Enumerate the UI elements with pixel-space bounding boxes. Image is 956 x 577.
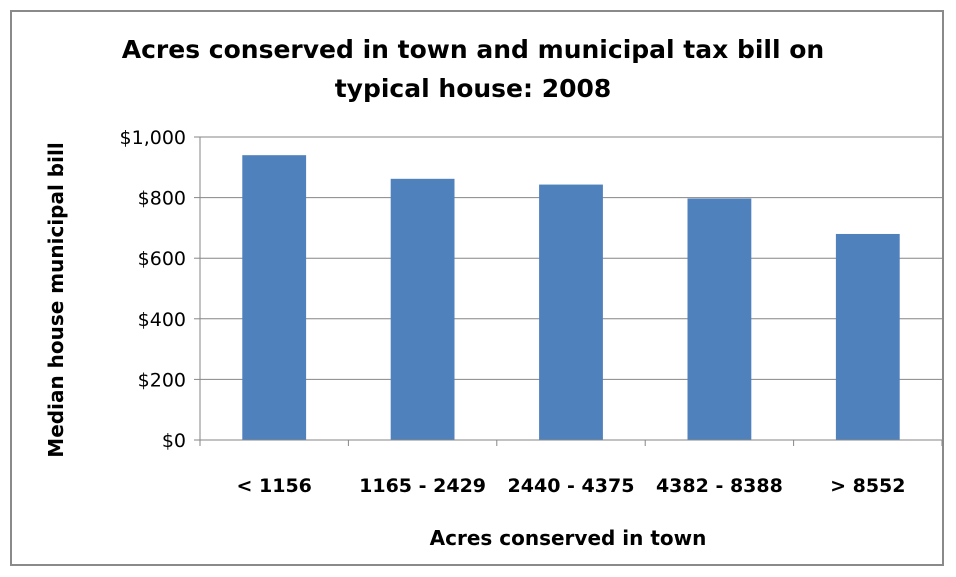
x-tick-label: 2440 - 4375 — [508, 475, 635, 497]
bar — [687, 198, 752, 440]
chart-title-line-2: typical house: 2008 — [335, 74, 612, 103]
bar — [539, 184, 603, 440]
chart-frame — [10, 10, 944, 566]
y-tick-label: $0 — [162, 430, 186, 452]
y-axis-title: Median house municipal bill — [44, 142, 68, 457]
x-tick-label: 1165 - 2429 — [359, 475, 486, 497]
bar — [242, 155, 307, 440]
y-tick-label: $800 — [138, 188, 186, 210]
x-axis-title: Acres conserved in town — [430, 526, 707, 550]
x-tick-label: > 8552 — [830, 475, 905, 497]
x-tick-label: < 1156 — [236, 475, 311, 497]
chart-title-line-1: Acres conserved in town and municipal ta… — [122, 35, 824, 64]
y-tick-labels: $0 $200 $400 $600 $800 $1,000 — [120, 127, 186, 452]
axes — [194, 136, 943, 446]
bar — [390, 178, 455, 440]
y-tick-label: $1,000 — [120, 127, 186, 149]
y-tick-label: $200 — [138, 369, 186, 391]
x-tick-labels: < 1156 1165 - 2429 2440 - 4375 4382 - 8388 >… — [236, 475, 905, 497]
bar — [835, 233, 900, 440]
x-tick-label: 4382 - 8388 — [656, 475, 783, 497]
bars — [242, 155, 900, 440]
y-tick-label: $400 — [138, 309, 186, 331]
y-tick-label: $600 — [138, 248, 186, 270]
